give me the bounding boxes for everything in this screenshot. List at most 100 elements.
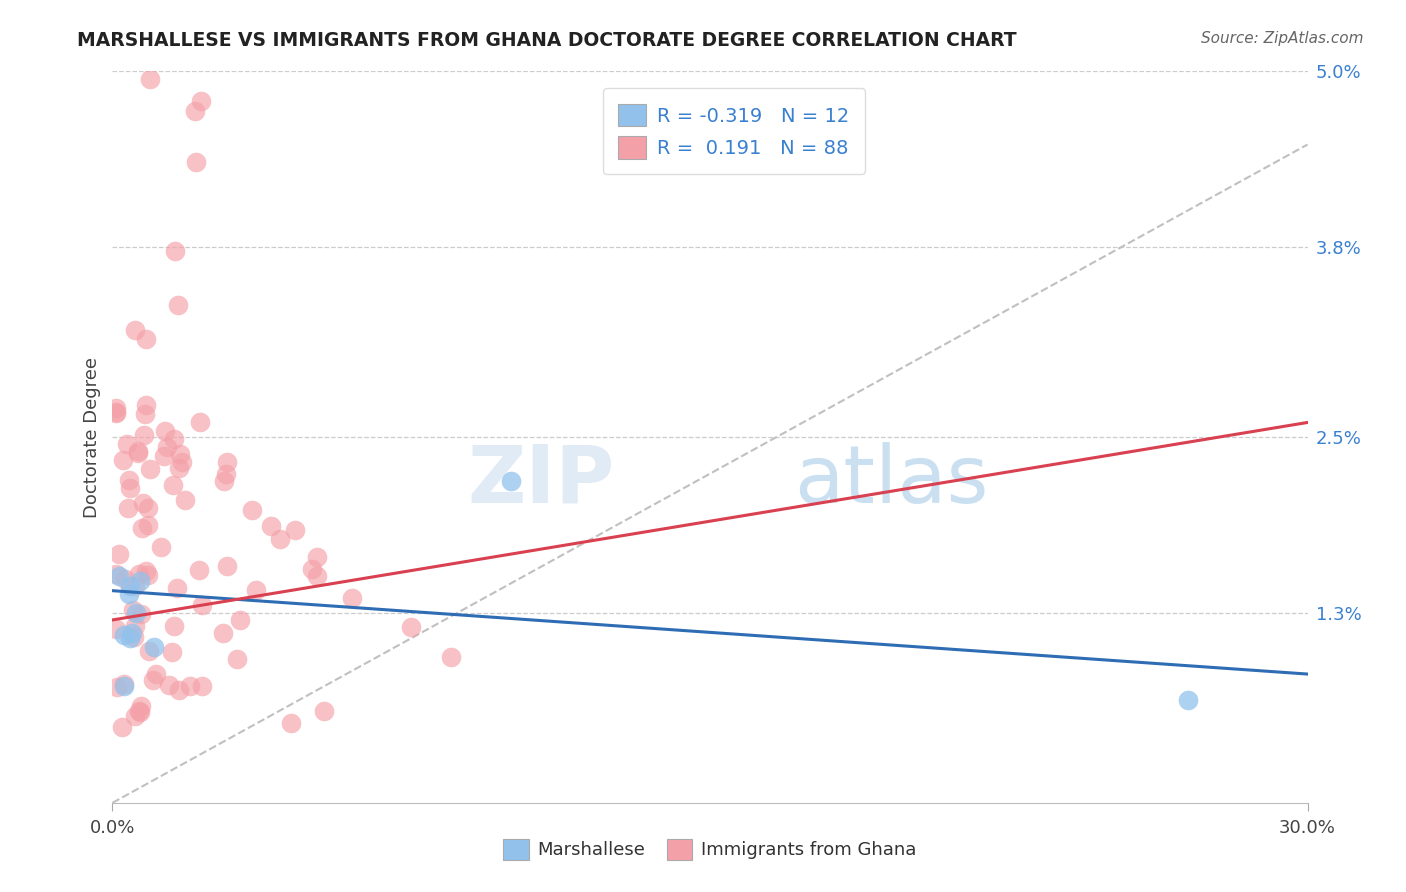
Point	[127, 444, 149, 458]
Point	[112, 627, 135, 641]
Point	[301, 562, 323, 576]
Point	[105, 405, 128, 419]
Point	[217, 455, 239, 469]
Point	[139, 462, 162, 476]
Point	[105, 406, 128, 420]
Point	[184, 154, 207, 169]
Point	[163, 432, 186, 446]
Point	[188, 416, 211, 430]
Point	[118, 473, 141, 487]
Point	[305, 569, 328, 583]
Point	[1177, 693, 1199, 707]
Point	[127, 446, 149, 460]
Point	[135, 398, 157, 412]
Point	[188, 563, 211, 577]
Point	[284, 523, 307, 537]
Point	[105, 622, 128, 636]
Point	[307, 549, 329, 564]
Point	[105, 566, 128, 581]
Point	[163, 619, 186, 633]
Point	[166, 581, 188, 595]
Point	[131, 699, 153, 714]
Point	[122, 630, 145, 644]
Point	[212, 474, 235, 488]
Point	[159, 678, 181, 692]
Point	[172, 454, 194, 468]
Point	[215, 467, 238, 481]
Point	[120, 481, 142, 495]
Point	[136, 567, 159, 582]
Text: Source: ZipAtlas.com: Source: ZipAtlas.com	[1201, 31, 1364, 46]
Point	[145, 667, 167, 681]
Point	[125, 606, 148, 620]
Point	[139, 72, 162, 87]
Point	[167, 683, 190, 698]
Point	[117, 437, 139, 451]
Point	[128, 704, 150, 718]
Point	[217, 559, 239, 574]
Point	[226, 652, 249, 666]
Point	[129, 607, 152, 621]
Point	[118, 631, 141, 645]
Point	[211, 625, 233, 640]
Point	[114, 679, 135, 693]
Point	[155, 424, 177, 438]
Point	[245, 582, 267, 597]
Point	[440, 649, 463, 664]
Point	[312, 704, 335, 718]
Point	[169, 447, 191, 461]
Point	[128, 574, 150, 588]
Text: MARSHALLESE VS IMMIGRANTS FROM GHANA DOCTORATE DEGREE CORRELATION CHART: MARSHALLESE VS IMMIGRANTS FROM GHANA DOC…	[77, 31, 1017, 50]
Point	[124, 323, 146, 337]
Point	[142, 673, 165, 687]
Point	[121, 626, 143, 640]
Point	[167, 460, 190, 475]
Point	[105, 680, 128, 694]
Point	[138, 643, 160, 657]
Y-axis label: Doctorate Degree: Doctorate Degree	[83, 357, 101, 517]
Point	[117, 586, 139, 600]
Point	[132, 428, 155, 442]
Legend: Marshallese, Immigrants from Ghana: Marshallese, Immigrants from Ghana	[496, 831, 924, 867]
Point	[135, 564, 157, 578]
Point	[124, 619, 146, 633]
Point	[160, 645, 183, 659]
Point	[135, 332, 157, 346]
Point	[131, 521, 153, 535]
Point	[229, 614, 252, 628]
Point	[128, 566, 150, 581]
Point	[173, 492, 195, 507]
Point	[111, 720, 134, 734]
Point	[105, 401, 128, 416]
Point	[167, 298, 190, 312]
Point	[124, 709, 146, 723]
Text: ZIP: ZIP	[467, 442, 614, 520]
Point	[108, 569, 131, 583]
Text: atlas: atlas	[793, 442, 988, 520]
Point	[136, 500, 159, 515]
Point	[118, 579, 141, 593]
Point	[240, 503, 263, 517]
Point	[191, 679, 214, 693]
Point	[112, 453, 135, 467]
Point	[129, 705, 152, 719]
Point	[183, 103, 205, 118]
Point	[163, 244, 186, 258]
Point	[401, 620, 423, 634]
Point	[269, 533, 291, 547]
Point	[499, 474, 522, 488]
Point	[122, 602, 145, 616]
Point	[190, 94, 212, 108]
Point	[260, 518, 283, 533]
Point	[280, 715, 302, 730]
Point	[114, 572, 136, 586]
Point	[136, 518, 159, 533]
Point	[179, 679, 201, 693]
Point	[191, 598, 214, 612]
Point	[108, 547, 131, 561]
Point	[340, 591, 363, 605]
Point	[149, 541, 172, 555]
Point	[134, 407, 156, 421]
Point	[112, 676, 135, 690]
Point	[156, 440, 179, 454]
